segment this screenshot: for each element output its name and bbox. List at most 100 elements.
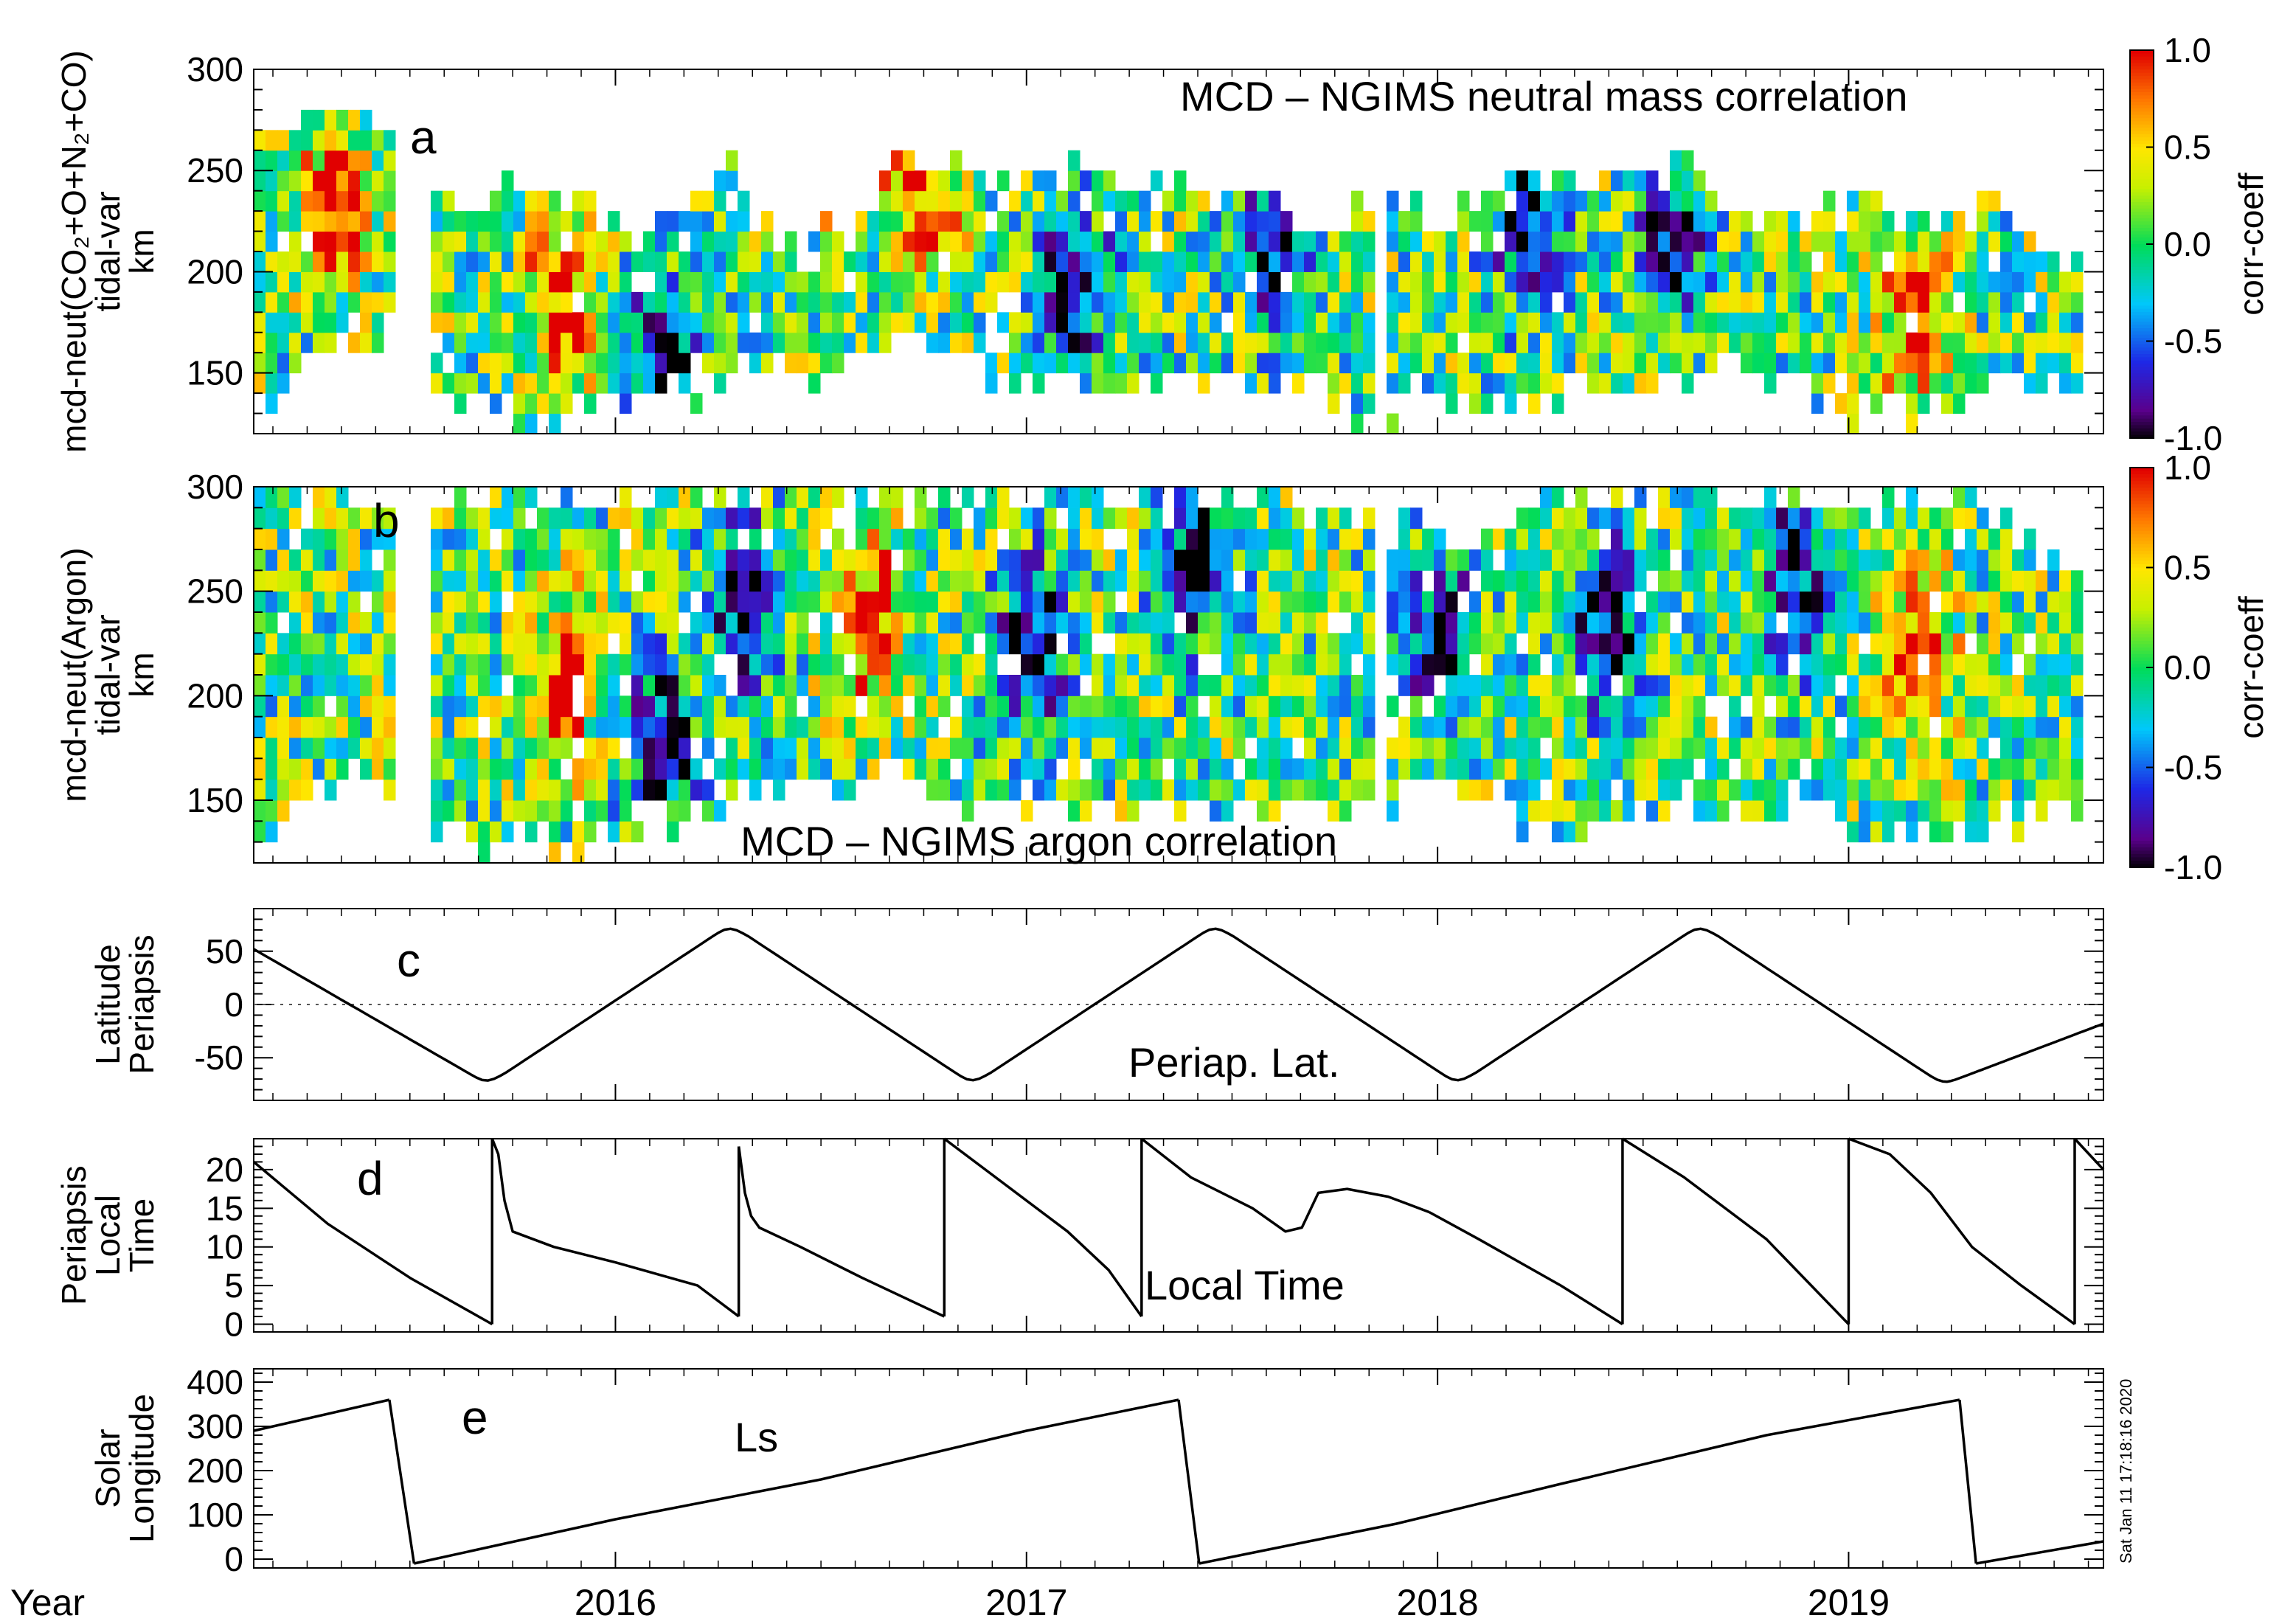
colorbar-tick-label: -0.5	[2164, 749, 2222, 787]
heatmap-cell	[1186, 612, 1199, 634]
heatmap-cell	[985, 251, 998, 272]
heatmap-cell	[1068, 738, 1080, 759]
heatmap-cell	[690, 528, 703, 550]
heatmap-cell	[1516, 211, 1529, 232]
colorbar-swatch	[2130, 260, 2154, 265]
heatmap-cell	[1741, 291, 1753, 313]
heatmap-cell	[1835, 633, 1848, 655]
heatmap-cell	[962, 758, 974, 780]
heatmap-cell	[2071, 312, 2084, 333]
colorbar-swatch	[2130, 53, 2154, 58]
heatmap-cell	[985, 653, 998, 676]
heatmap-cell	[797, 312, 809, 333]
heatmap-cell	[325, 633, 337, 655]
heatmap-cell	[761, 695, 774, 718]
heatmap-cell	[1918, 570, 1930, 592]
heatmap-cell	[2036, 738, 2048, 759]
heatmap-cell	[797, 570, 809, 592]
heatmap-cell	[773, 716, 785, 738]
heatmap-cell	[1139, 612, 1151, 634]
heatmap-cell	[572, 332, 585, 353]
heatmap-cell	[1575, 716, 1588, 738]
heatmap-cell	[1162, 549, 1175, 571]
heatmap-cell	[962, 653, 974, 676]
heatmap-cell	[726, 570, 738, 592]
heatmap-cell	[2059, 675, 2072, 696]
heatmap-cell	[808, 570, 821, 592]
heatmap-cell	[1233, 591, 1246, 613]
heatmap-cell	[1351, 332, 1364, 353]
heatmap-cell	[2047, 758, 2060, 780]
heatmap-cell	[1304, 231, 1317, 252]
heatmap-cell	[1599, 170, 1612, 192]
heatmap-cell	[1021, 211, 1033, 232]
heatmap-cell	[1646, 271, 1659, 293]
heatmap-cell	[1800, 779, 1812, 801]
heatmap-cell	[525, 413, 538, 434]
y-tick-label: 200	[187, 252, 243, 291]
heatmap-cell	[525, 271, 538, 293]
heatmap-cell	[325, 130, 337, 151]
heatmap-cell	[1717, 312, 1730, 333]
heatmap-cell	[1080, 332, 1092, 353]
heatmap-cell	[844, 549, 856, 571]
heatmap-cell	[1516, 716, 1529, 738]
heatmap-cell	[372, 170, 384, 192]
heatmap-cell	[336, 170, 349, 192]
heatmap-cell	[1233, 738, 1246, 759]
heatmap-cell	[1151, 570, 1163, 592]
heatmap-cell	[702, 716, 715, 738]
heatmap-cell	[1705, 612, 1718, 634]
heatmap-cell	[761, 271, 774, 293]
heatmap-cell	[761, 738, 774, 759]
heatmap-cell	[1033, 353, 1045, 374]
heatmap-cell	[1516, 353, 1529, 374]
heatmap-cell	[1918, 211, 1930, 232]
heatmap-cell	[1351, 779, 1364, 801]
heatmap-cell	[1670, 271, 1682, 293]
heatmap-cell	[867, 653, 880, 676]
heatmap-cell	[1516, 675, 1529, 696]
heatmap-cell	[1174, 653, 1187, 676]
heatmap-cell	[1929, 549, 1942, 571]
heatmap-cell	[1481, 332, 1494, 353]
heatmap-cell	[266, 570, 278, 592]
heatmap-cell	[844, 633, 856, 655]
heatmap-cell	[1257, 211, 1269, 232]
heatmap-cell	[1328, 675, 1340, 696]
heatmap-cell	[2012, 695, 2025, 718]
heatmap-cell	[1422, 738, 1435, 759]
heatmap-cell	[1410, 190, 1423, 212]
heatmap-cell	[1823, 190, 1836, 212]
heatmap-cell	[1446, 591, 1458, 613]
heatmap-cell	[478, 821, 490, 843]
heatmap-cell	[1599, 271, 1612, 293]
colorbar-swatch	[2130, 257, 2154, 261]
heatmap-cell	[1847, 190, 1859, 212]
heatmap-cell	[1776, 738, 1789, 759]
heatmap-cell	[2047, 251, 2060, 272]
heatmap-cell	[549, 190, 561, 212]
heatmap-cell	[1422, 591, 1435, 613]
heatmap-cell	[384, 528, 396, 550]
heatmap-cell	[513, 332, 526, 353]
heatmap-cell	[1882, 758, 1895, 780]
heatmap-cell	[679, 738, 691, 759]
heatmap-cell	[1328, 549, 1340, 571]
heatmap-cell	[1245, 591, 1258, 613]
colorbar-swatch	[2130, 347, 2154, 352]
heatmap-cell	[1021, 695, 1033, 718]
heatmap-cell	[915, 653, 927, 676]
heatmap-cell	[1505, 695, 1517, 718]
heatmap-cell	[313, 190, 325, 212]
heatmap-cell	[1151, 487, 1163, 508]
heatmap-cell	[443, 312, 455, 333]
heatmap-cell	[655, 633, 667, 655]
heatmap-cell	[1587, 695, 1600, 718]
heatmap-cell	[549, 211, 561, 232]
colorbar-swatch	[2130, 754, 2154, 758]
heatmap-cell	[325, 332, 337, 353]
